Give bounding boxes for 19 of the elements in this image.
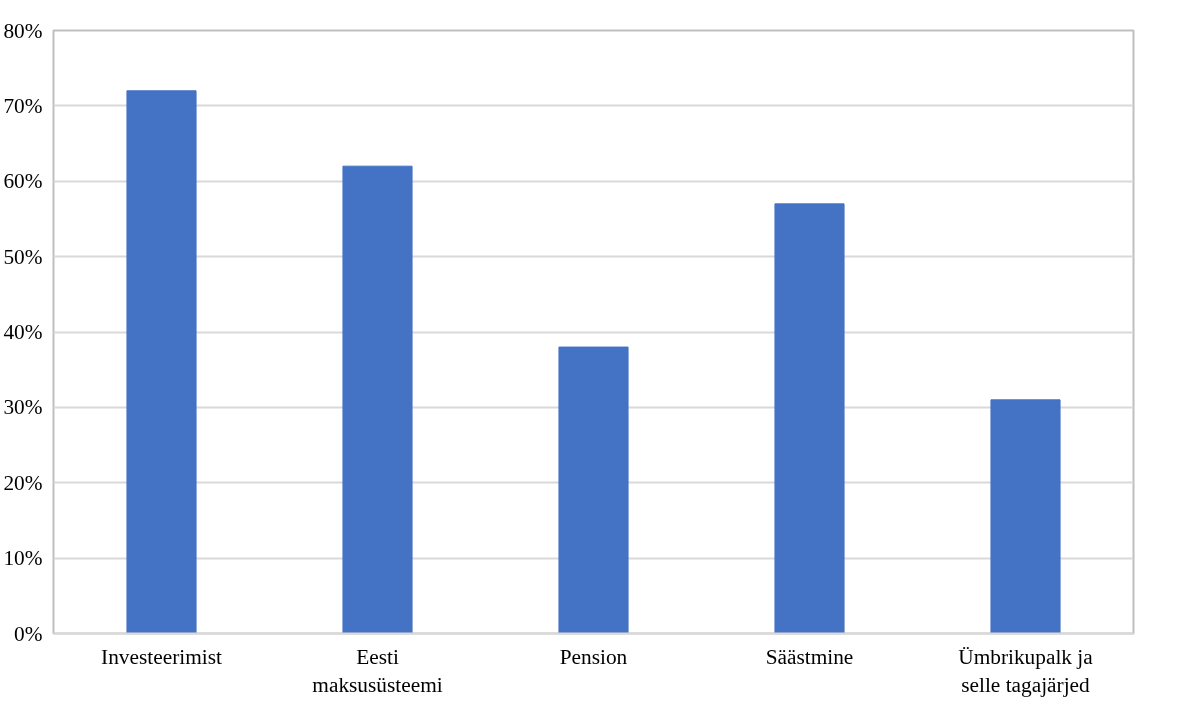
- y-tick-label: 80%: [3, 18, 43, 43]
- bar: [558, 346, 629, 634]
- y-tick-label: 10%: [3, 546, 43, 571]
- bar: [342, 165, 413, 634]
- y-tick-label: 20%: [3, 470, 43, 495]
- y-tick-label: 50%: [3, 244, 43, 269]
- x-tick-label: Investeerimist: [101, 644, 222, 669]
- y-tick-label: 40%: [3, 320, 43, 344]
- y-tick-label: 70%: [3, 93, 43, 118]
- bar: [990, 399, 1061, 634]
- x-tick-label: Pension: [559, 644, 628, 669]
- y-tick-label: 60%: [3, 169, 43, 194]
- y-tick-label: 30%: [3, 395, 43, 420]
- x-tick-label: Säästmine: [765, 644, 854, 669]
- bar: [126, 90, 197, 634]
- x-tick-label: Eesti maksusüsteemi: [312, 644, 443, 698]
- bar: [774, 203, 845, 634]
- x-tick-label: Ümbrikupalk ja selle tagajärjed: [958, 644, 1094, 698]
- y-tick-label: 0%: [14, 621, 43, 646]
